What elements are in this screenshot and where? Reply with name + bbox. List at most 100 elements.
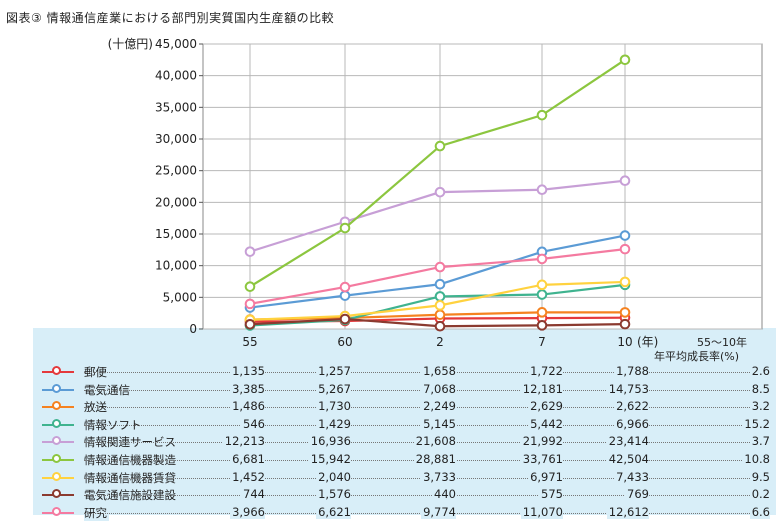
series-point [536, 109, 548, 121]
series-point [536, 289, 548, 300]
series-point [536, 320, 548, 331]
series-point [434, 309, 446, 321]
value-cell: 28,881 [413, 452, 456, 466]
chart-title: 図表③ 情報通信産業における部門別実質国内生産額の比較 [6, 11, 335, 25]
value-cell: 15,942 [308, 452, 351, 466]
value-cell: 12,612 [606, 504, 649, 519]
y-tick-label: 35,000 [155, 100, 197, 114]
series-point [434, 291, 446, 302]
y-axis-label: (十億円) [108, 37, 153, 51]
growth-rate-header-period: 55〜10年 [697, 336, 747, 349]
series-point [619, 54, 631, 66]
table-row: 情報ソフト 546 1,429 5,145 5,442 6,966 15.2 [0, 416, 781, 433]
growth-rate-header-label: 年平均成長率(%) [654, 350, 740, 363]
growth-rate-cell: 10.8 [742, 452, 770, 466]
series-point [339, 290, 351, 301]
legend-marker [52, 418, 61, 428]
value-cell: 1,730 [316, 399, 351, 414]
value-cell: 12,213 [222, 434, 265, 449]
series-point [536, 307, 548, 318]
x-tick-label: 10 [617, 335, 632, 349]
growth-rate-cell: 9.5 [749, 469, 770, 484]
series-point [434, 140, 446, 152]
x-unit-label: (年) [637, 335, 658, 349]
value-cell: 6,681 [230, 452, 265, 466]
value-cell: 744 [241, 487, 265, 502]
series-point [339, 313, 351, 325]
value-cell: 2,249 [421, 399, 456, 414]
value-cell: 6,621 [316, 504, 351, 519]
x-tick-label: 60 [337, 335, 352, 349]
legend-marker [52, 471, 61, 481]
value-cell: 2,629 [528, 399, 563, 414]
value-cell: 5,267 [316, 381, 351, 396]
series-point [339, 222, 351, 234]
y-tick-label: 10,000 [155, 259, 197, 273]
growth-rate-cell: 8.5 [749, 381, 770, 396]
growth-rate-cell: 2.6 [749, 364, 770, 378]
plot-area [202, 43, 763, 330]
legend-marker [52, 506, 61, 516]
value-cell: 1,257 [316, 364, 351, 378]
value-cell: 5,145 [421, 416, 456, 431]
value-cell: 14,753 [606, 381, 649, 396]
table-row: 研究 3,966 6,621 9,774 11,070 12,612 6.6 [0, 504, 781, 521]
value-cell: 23,414 [606, 434, 649, 449]
value-cell: 3,733 [421, 469, 456, 484]
value-cell: 2,622 [614, 399, 649, 414]
series-point [434, 300, 446, 311]
series-point [339, 281, 351, 293]
value-cell: 3,385 [230, 381, 265, 396]
value-cell: 33,761 [520, 452, 563, 466]
value-cell: 1,658 [421, 364, 456, 378]
value-cell: 1,452 [230, 469, 265, 484]
value-cell: 575 [539, 487, 563, 502]
legend-marker [52, 454, 61, 463]
series-point [434, 186, 446, 198]
value-cell: 3,966 [230, 504, 265, 519]
series-point [244, 298, 256, 310]
series-point [244, 281, 256, 292]
y-tick-label: 45,000 [155, 37, 197, 51]
series-point [434, 320, 446, 332]
table-row: 電気通信施設建設 744 1,576 440 575 769 0.2 [0, 486, 781, 504]
value-cell: 769 [625, 487, 649, 502]
y-tick-label: 30,000 [155, 132, 197, 146]
value-cell: 1,576 [316, 487, 351, 502]
value-cell: 7,433 [614, 469, 649, 484]
row-leader [84, 495, 770, 497]
y-tick-label: 15,000 [155, 227, 197, 241]
value-cell: 546 [241, 416, 265, 431]
value-cell: 440 [432, 487, 456, 502]
y-tick-label: 25,000 [155, 164, 197, 178]
value-cell: 1,788 [614, 364, 649, 378]
legend-marker [52, 366, 61, 375]
table-row: 情報通信機器賃貸 1,452 2,040 3,733 6,971 7,433 9.5 [0, 469, 781, 486]
growth-rate-cell: 3.7 [749, 434, 770, 449]
series-point [619, 243, 631, 255]
grid-layer [202, 43, 763, 330]
series-layer [244, 54, 631, 332]
series-point [244, 318, 256, 330]
value-cell: 1,135 [230, 364, 265, 378]
series-point [619, 318, 631, 330]
value-cell: 2,040 [316, 469, 351, 484]
table-row: 情報関連サービス 12,213 16,936 21,608 21,992 23,414 3.… [0, 433, 781, 451]
value-cell: 6,966 [614, 416, 649, 431]
table-row: 郵便 1,135 1,257 1,658 1,722 1,788 2.6 [0, 363, 781, 380]
value-cell: 11,070 [520, 504, 563, 519]
series-point [536, 253, 548, 265]
legend-marker [52, 489, 61, 499]
series-point [619, 276, 631, 288]
value-cell: 1,722 [528, 364, 563, 378]
series-point [536, 184, 548, 196]
legend-marker [52, 436, 61, 446]
table-row: 情報通信機器製造 6,681 15,942 28,881 33,761 42,504 10.… [0, 451, 781, 468]
series-point [536, 279, 548, 291]
y-tick-label: 40,000 [155, 69, 197, 83]
value-cell: 16,936 [308, 434, 351, 449]
value-cell: 1,486 [230, 399, 265, 414]
value-cell: 5,442 [528, 416, 563, 431]
series-point [619, 230, 631, 241]
